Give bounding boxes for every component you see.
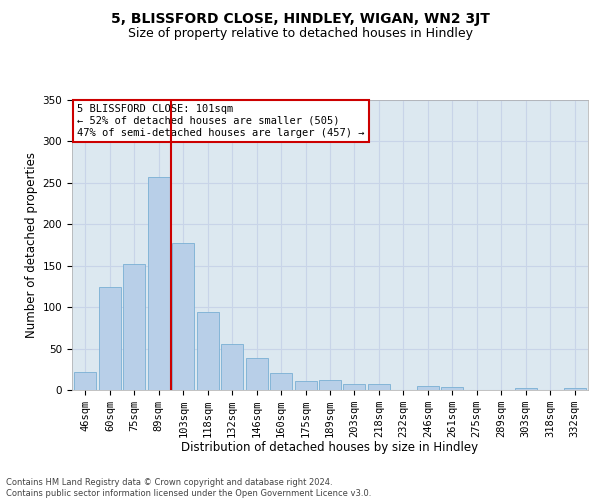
Bar	[319, 380, 341, 390]
Bar	[417, 386, 439, 390]
Bar	[172, 242, 194, 390]
Y-axis label: Number of detached properties: Number of detached properties	[25, 152, 38, 338]
Text: 5, BLISSFORD CLOSE, HINDLEY, WIGAN, WN2 3JT: 5, BLISSFORD CLOSE, HINDLEY, WIGAN, WN2 …	[110, 12, 490, 26]
Bar	[99, 288, 121, 390]
Bar	[148, 177, 170, 390]
Bar	[441, 386, 463, 390]
Bar	[295, 381, 317, 390]
X-axis label: Distribution of detached houses by size in Hindley: Distribution of detached houses by size …	[181, 442, 479, 454]
Bar	[221, 344, 243, 390]
Bar	[515, 388, 536, 390]
Bar	[74, 372, 97, 390]
Text: Size of property relative to detached houses in Hindley: Size of property relative to detached ho…	[128, 28, 473, 40]
Bar	[563, 388, 586, 390]
Bar	[368, 384, 390, 390]
Bar	[124, 264, 145, 390]
Bar	[343, 384, 365, 390]
Bar	[245, 358, 268, 390]
Bar	[270, 374, 292, 390]
Text: Contains HM Land Registry data © Crown copyright and database right 2024.
Contai: Contains HM Land Registry data © Crown c…	[6, 478, 371, 498]
Bar	[197, 312, 219, 390]
Text: 5 BLISSFORD CLOSE: 101sqm
← 52% of detached houses are smaller (505)
47% of semi: 5 BLISSFORD CLOSE: 101sqm ← 52% of detac…	[77, 104, 365, 138]
